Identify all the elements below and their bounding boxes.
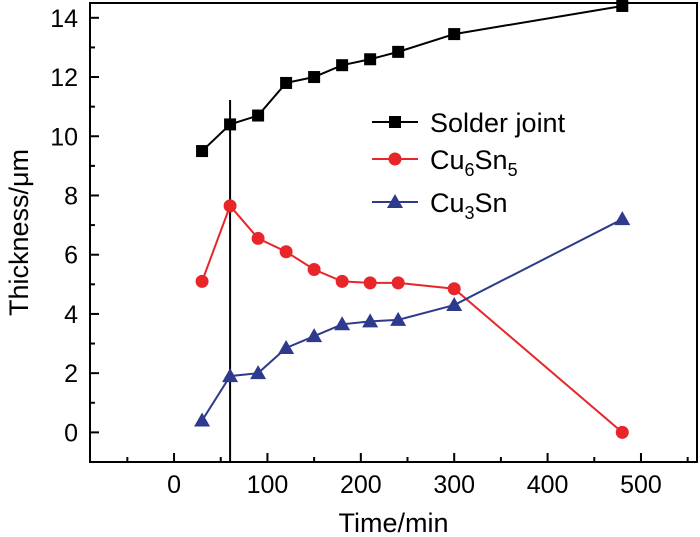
x-tick-label: 200 [340,471,382,499]
y-tick-label: 8 [64,182,78,210]
data-point-square [280,76,293,89]
legend-label-part: Cu [430,188,465,218]
plot-frame [89,2,698,463]
data-point-triangle [222,368,239,383]
data-point-triangle [250,365,267,380]
y-axis-title: Thickness/μm [4,149,34,316]
y-tick-label: 10 [50,123,78,151]
x-tick-label: 500 [620,471,662,499]
y-tick-label: 0 [64,419,78,447]
data-point-circle [223,199,237,213]
data-point-square [308,71,321,84]
legend-subscript: 6 [465,160,475,180]
data-point-square [616,0,629,12]
y-tick-label: 2 [64,360,78,388]
x-tick-label: 0 [167,471,181,499]
data-point-triangle [194,412,211,427]
data-point-circle [279,245,293,259]
data-point-triangle [306,328,323,343]
data-point-square [196,145,209,158]
data-point-circle [195,274,209,288]
legend-label: Cu3Sn [430,188,508,223]
data-point-triangle [362,313,379,328]
x-tick-label: 100 [247,471,289,499]
legend-subscript: 5 [508,160,518,180]
series-line-circle [201,203,623,434]
x-tick-label: 300 [433,471,475,499]
data-point-circle [615,425,629,439]
legend-label: Solder joint [430,108,566,138]
data-point-triangle [278,339,295,354]
series-line-triangle [201,218,623,422]
series-line-square [201,4,623,152]
data-point-triangle [614,211,631,226]
legend-label-part: Solder joint [430,108,566,138]
data-point-circle [391,276,405,290]
data-point-square [364,53,377,66]
legend-label-part: Cu [430,145,465,175]
data-point-triangle [446,297,463,312]
data-point-circle [307,263,321,277]
data-point-circle [335,274,349,288]
legend-subscript: 3 [465,203,475,223]
legend-label-part: Sn [475,145,508,175]
data-point-triangle [334,316,351,331]
legend-marker [387,194,403,208]
legend-marker [389,116,401,128]
data-point-circle [363,276,377,290]
legend-marker [388,152,402,166]
legend-label-part: Sn [475,188,508,218]
data-point-square [336,59,349,72]
data-point-circle [447,282,461,296]
x-tick-label: 400 [527,471,569,499]
data-point-square [252,109,265,122]
y-tick-label: 12 [50,64,78,92]
y-tick-label: 14 [50,5,78,33]
data-point-square [448,28,461,41]
x-axis-title: Time/min [338,508,448,537]
legend-label: Cu6Sn5 [430,145,518,180]
data-point-square [392,45,405,58]
y-tick-label: 6 [64,242,78,270]
y-tick-label: 4 [64,301,78,329]
data-point-triangle [390,311,407,326]
data-point-circle [251,231,265,245]
data-point-square [224,118,237,131]
